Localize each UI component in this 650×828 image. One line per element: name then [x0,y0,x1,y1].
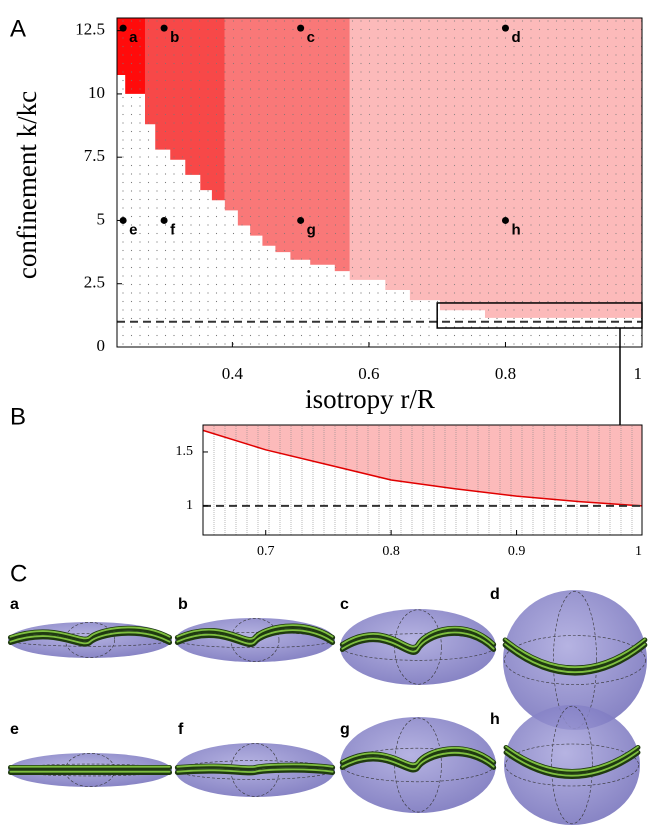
point-label: b [170,29,179,46]
x-tick-label: 0.9 [508,544,526,559]
illustration-label: e [10,721,19,738]
illustration-label: f [178,721,184,738]
x-tick-label: 1 [634,364,643,383]
illustration-label: g [340,721,350,738]
x-tick-label: 0.8 [382,544,400,559]
state-point [161,217,168,224]
figure: a b c d e f g h 0 2.5 5 7.5 10 12.5 0.4 0.6 0.8 1 isotropy… [0,0,650,828]
illustration-label: a [10,596,19,613]
state-point [161,25,168,32]
point-label: a [129,29,138,46]
page: {"chart_data": [ {"type": "phase", "pane… [0,0,650,828]
state-point [297,25,304,32]
illustration-label: b [178,596,188,613]
x-axis-label: isotropy r/R [305,384,435,414]
x-tick-label: 0.8 [495,364,516,383]
x-tick-label: 0.6 [358,364,379,383]
panel-label: B [10,403,26,430]
point-label: d [511,29,520,46]
y-tick-label: 7.5 [84,146,105,165]
state-point [502,25,509,32]
panel-label: A [10,15,26,42]
y-tick-label: 0 [97,336,106,355]
y-tick-label: 2.5 [84,273,105,292]
illustration-label: d [490,586,500,603]
x-tick-label: 0.4 [222,364,244,383]
point-label: g [307,221,316,238]
y-tick-label: 1 [186,498,193,513]
line-grid [203,425,642,535]
y-tick-label: 12.5 [75,20,105,39]
illustration-label: h [490,711,500,728]
x-tick-label: 1 [635,544,642,559]
y-tick-label: 10 [88,83,105,102]
state-point [297,217,304,224]
x-tick-label: 0.7 [257,544,275,559]
panel-label: C [10,560,27,587]
point-label: h [511,221,520,238]
illustration-label: c [340,596,349,613]
y-axis-label: confinement k/kc [12,91,42,279]
point-label: e [129,221,137,238]
state-point [502,217,509,224]
point-label: c [307,29,315,46]
y-tick-label: 1.5 [176,444,194,459]
y-tick-label: 5 [97,209,106,228]
